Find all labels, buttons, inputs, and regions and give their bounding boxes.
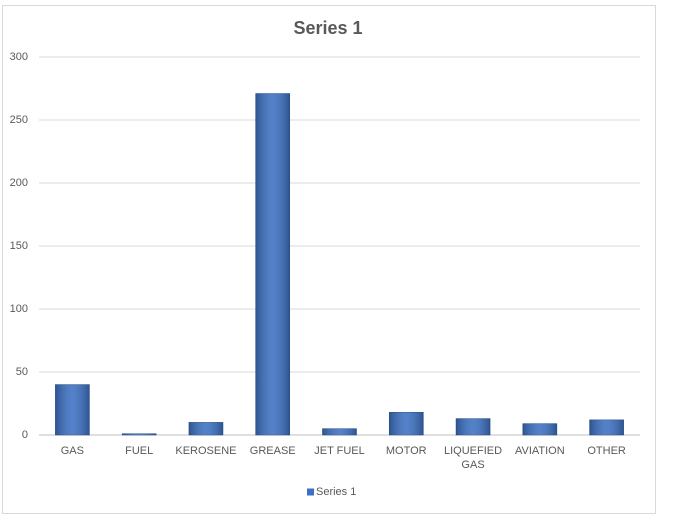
y-tick-label: 0: [22, 429, 28, 441]
bar: [589, 419, 624, 436]
x-tick-label: FUEL: [125, 445, 154, 457]
x-tick-label: LIQUEFIED GAS: [444, 445, 503, 471]
x-tick-label: GAS: [60, 445, 84, 457]
chart-border: [2, 5, 656, 514]
y-tick-label: 300: [10, 51, 28, 63]
y-tick-label: 250: [10, 114, 28, 126]
legend-swatch: [307, 488, 314, 496]
x-tick-label: AVIATION: [514, 445, 565, 457]
bar: [255, 93, 291, 436]
bar: [388, 412, 424, 436]
y-tick-label: 100: [10, 303, 28, 315]
x-tick-label: GREASE: [249, 445, 296, 457]
legend-label: Series 1: [316, 486, 356, 498]
bar: [322, 428, 357, 436]
x-tick-label: KEROSENE: [175, 445, 237, 457]
bar: [121, 433, 157, 436]
y-tick-label: 50: [16, 366, 28, 378]
y-tick-label: 150: [10, 240, 28, 252]
x-tick-label: MOTOR: [385, 445, 427, 457]
x-tick-label: JET FUEL: [314, 445, 365, 457]
bar: [455, 418, 491, 436]
bar: [522, 423, 558, 436]
chart-title: Series 1: [293, 18, 362, 38]
bar: [55, 384, 90, 436]
y-tick-label: 200: [10, 177, 28, 189]
bar: [188, 422, 224, 436]
x-tick-label: OTHER: [587, 445, 626, 457]
